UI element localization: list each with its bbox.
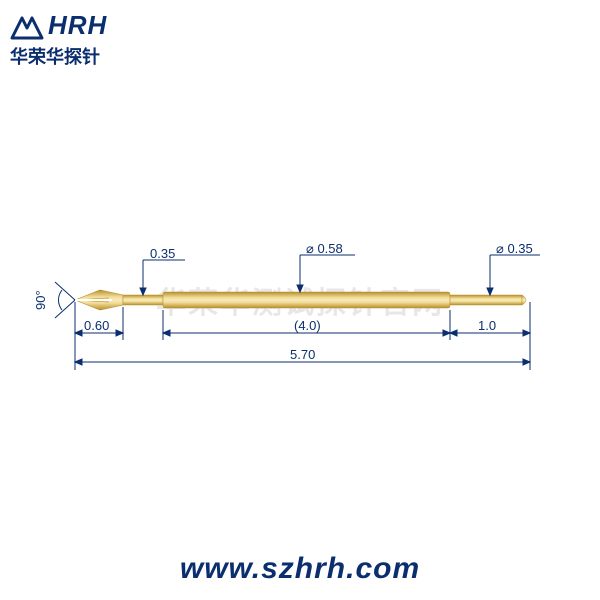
footer-url: www.szhrh.com bbox=[180, 552, 420, 586]
label-tip-len: 0.60 bbox=[84, 318, 109, 333]
probe-diagram bbox=[0, 0, 600, 600]
probe-main-body bbox=[163, 292, 450, 308]
callout-thin-left bbox=[140, 260, 185, 295]
callout-rear-dia bbox=[487, 255, 540, 295]
label-angle: 90° bbox=[33, 290, 48, 310]
callout-body-dia bbox=[297, 255, 355, 292]
label-rear-dia: ⌀ 0.35 bbox=[496, 241, 533, 257]
probe-thin-left bbox=[123, 295, 163, 305]
angle-marker bbox=[55, 282, 75, 318]
label-body-dia: ⌀ 0.58 bbox=[306, 241, 343, 257]
probe-rear-shaft bbox=[450, 295, 522, 305]
label-thin-dia: 0.35 bbox=[150, 246, 175, 261]
label-total-len: 5.70 bbox=[290, 347, 315, 362]
label-rear-len: 1.0 bbox=[478, 318, 496, 333]
probe-rear-round bbox=[522, 295, 526, 305]
label-body-ref: (4.0) bbox=[294, 318, 321, 333]
